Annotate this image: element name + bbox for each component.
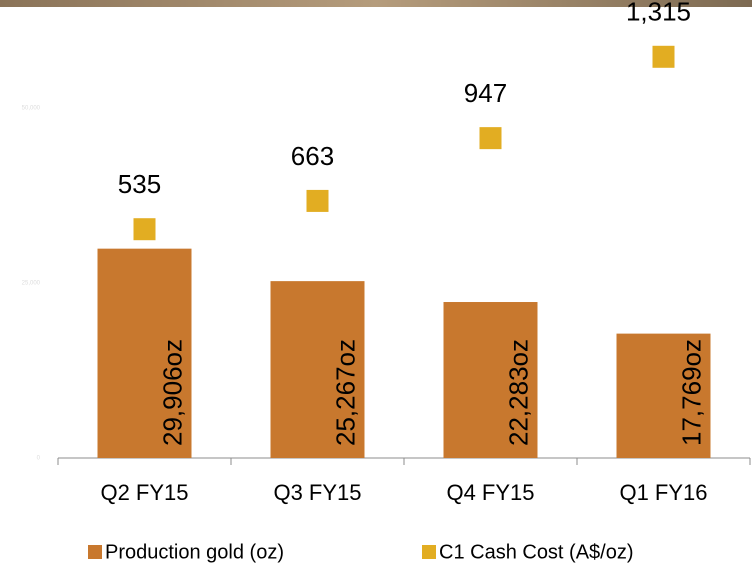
bar [97,248,192,458]
marker-value-label: 663 [291,141,334,171]
bar [270,281,365,458]
marker [652,45,675,68]
bar [616,333,711,458]
y-tick-label: 50,000 [22,106,41,112]
marker [306,189,329,212]
legend-swatch [422,545,436,559]
x-tick-label: Q2 FY15 [100,480,188,505]
x-tick-label: Q4 FY15 [446,480,534,505]
x-tick-label: Q1 FY16 [619,480,707,505]
bar-value-label: 29,906oz [157,339,187,446]
marker-value-label: 947 [464,78,507,108]
bar [443,302,538,458]
marker-value-label: 1,315 [626,0,691,27]
y-tick-label: 25,000 [22,281,41,287]
marker [479,127,502,150]
bar-value-label: 17,769oz [676,339,706,446]
bar-value-label: 25,267oz [330,339,360,446]
y-tick-label: 0 [37,456,41,462]
legend-label: Production gold (oz) [105,541,284,563]
legend-swatch [88,545,102,559]
x-tick-label: Q3 FY15 [273,480,361,505]
legend-label: C1 Cash Cost (A$/oz) [439,541,634,563]
marker [133,218,156,241]
marker-value-label: 535 [118,169,161,199]
bar-value-label: 22,283oz [503,339,533,446]
header-strip [0,0,752,7]
